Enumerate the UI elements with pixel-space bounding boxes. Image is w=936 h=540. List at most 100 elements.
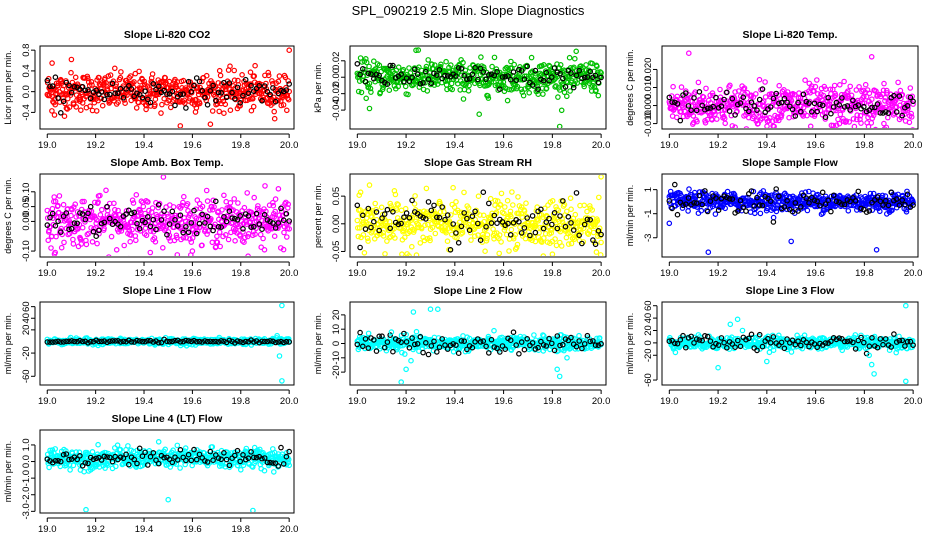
data-point-black bbox=[472, 208, 478, 215]
data-point bbox=[673, 114, 680, 121]
data-point-black bbox=[477, 237, 484, 244]
points-layer bbox=[666, 50, 916, 128]
data-point-black bbox=[147, 337, 154, 344]
data-point-black bbox=[469, 71, 476, 78]
data-point bbox=[205, 228, 211, 234]
data-point-black bbox=[384, 81, 391, 87]
data-point bbox=[678, 108, 684, 115]
data-point bbox=[518, 86, 525, 93]
data-point-black bbox=[499, 219, 506, 225]
data-point bbox=[836, 120, 843, 127]
data-point bbox=[831, 82, 838, 89]
data-point bbox=[502, 224, 509, 231]
data-point bbox=[845, 208, 852, 214]
data-point-black bbox=[101, 338, 108, 344]
data-point bbox=[686, 186, 692, 192]
data-point bbox=[540, 235, 547, 241]
data-point-black bbox=[49, 210, 56, 217]
data-point-black bbox=[535, 86, 541, 93]
data-point-black bbox=[185, 78, 192, 85]
data-point-black bbox=[691, 95, 697, 101]
data-point bbox=[278, 102, 285, 109]
data-point-black bbox=[202, 220, 208, 226]
data-point bbox=[557, 62, 564, 68]
data-point bbox=[73, 104, 80, 110]
data-point-black bbox=[693, 200, 700, 206]
data-point bbox=[461, 189, 467, 196]
data-point-black bbox=[485, 200, 492, 207]
data-point-black bbox=[49, 83, 56, 89]
data-point-black bbox=[466, 227, 473, 234]
data-point-black bbox=[737, 197, 744, 204]
data-point-black bbox=[71, 220, 78, 226]
data-point-black bbox=[357, 71, 363, 78]
data-point-black bbox=[852, 198, 859, 204]
data-point-black bbox=[540, 225, 547, 232]
data-point-black bbox=[158, 217, 165, 223]
data-point-black bbox=[880, 202, 886, 208]
data-point bbox=[841, 78, 847, 85]
data-point-black bbox=[82, 216, 89, 223]
data-point bbox=[838, 97, 845, 104]
data-point bbox=[283, 234, 290, 240]
data-point bbox=[866, 90, 873, 97]
x-tick-label: 19.8 bbox=[543, 140, 562, 151]
data-point bbox=[552, 84, 558, 90]
data-point-black bbox=[817, 203, 823, 209]
y-tick-label: 1 bbox=[643, 187, 654, 192]
data-point bbox=[770, 214, 777, 221]
data-point-black bbox=[754, 194, 760, 201]
data-point bbox=[170, 204, 177, 210]
data-point bbox=[804, 112, 810, 119]
data-point-black bbox=[825, 197, 832, 204]
data-point-black bbox=[707, 105, 714, 111]
y-tick-label: -3 bbox=[643, 234, 654, 242]
data-point-black bbox=[806, 100, 812, 106]
data-point bbox=[271, 108, 278, 115]
data-point-black bbox=[510, 69, 517, 75]
data-point-black bbox=[480, 189, 487, 196]
data-point-black bbox=[139, 94, 146, 101]
data-point bbox=[187, 95, 193, 102]
points-layer bbox=[44, 47, 293, 128]
data-point bbox=[836, 82, 843, 88]
data-point bbox=[690, 113, 697, 119]
data-point-black bbox=[280, 217, 287, 224]
data-point-black bbox=[469, 213, 476, 220]
data-point bbox=[281, 229, 287, 236]
data-point bbox=[368, 89, 374, 95]
data-point-black bbox=[234, 338, 241, 344]
data-point-black bbox=[248, 82, 254, 89]
outlier-point bbox=[366, 182, 373, 188]
data-point bbox=[863, 93, 870, 100]
figure-title: SPL_090219 2.5 Min. Slope Diagnostics bbox=[352, 3, 585, 18]
data-point-black bbox=[513, 77, 520, 84]
data-point bbox=[567, 88, 573, 94]
data-point-black bbox=[248, 224, 254, 231]
data-point-black bbox=[808, 109, 815, 115]
x-tick-label: 20.0 bbox=[904, 268, 923, 279]
data-point bbox=[910, 101, 916, 107]
outlier-point bbox=[666, 220, 673, 227]
data-point bbox=[168, 104, 174, 111]
data-point bbox=[260, 235, 266, 242]
data-point-black bbox=[107, 91, 113, 98]
data-point-black bbox=[196, 220, 203, 227]
data-point bbox=[837, 111, 844, 118]
data-point bbox=[756, 76, 763, 83]
data-point-black bbox=[833, 198, 840, 205]
data-point bbox=[717, 86, 723, 93]
data-point-black bbox=[199, 339, 206, 345]
data-point bbox=[122, 100, 128, 107]
data-point-black bbox=[120, 95, 127, 101]
data-point-black bbox=[183, 337, 189, 344]
data-point-black bbox=[85, 87, 91, 93]
x-tick-label: 20.0 bbox=[592, 268, 611, 279]
data-point bbox=[908, 110, 915, 117]
data-point bbox=[180, 235, 187, 241]
data-point-black bbox=[877, 198, 884, 205]
data-point bbox=[121, 242, 128, 249]
data-point bbox=[443, 229, 449, 236]
data-point bbox=[773, 208, 780, 215]
data-point bbox=[399, 251, 405, 256]
